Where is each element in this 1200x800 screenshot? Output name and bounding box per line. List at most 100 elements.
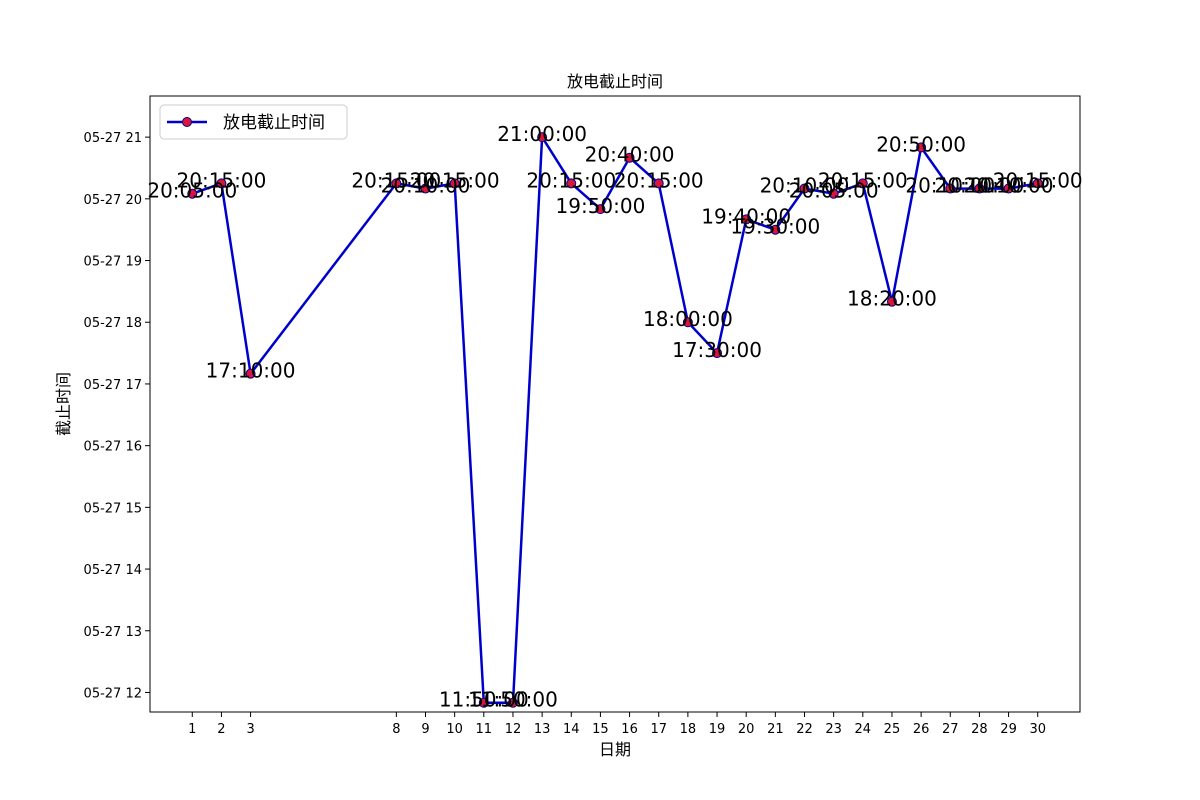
x-tick-label: 19 bbox=[709, 722, 726, 737]
data-labels: 20:05:0020:15:0017:10:0020:15:0020:10:00… bbox=[147, 122, 1082, 712]
y-tick-label: 05-27 14 bbox=[84, 563, 142, 578]
data-label: 11:50:00 bbox=[468, 688, 558, 712]
x-tick-label: 23 bbox=[825, 722, 842, 737]
data-point bbox=[216, 178, 227, 189]
data-point bbox=[449, 178, 460, 189]
data-label: 20:15:00 bbox=[351, 168, 441, 192]
data-point bbox=[391, 178, 402, 189]
x-tick-label: 25 bbox=[884, 722, 901, 737]
x-tick-label: 21 bbox=[767, 722, 784, 737]
y-tick-label: 05-27 12 bbox=[84, 686, 142, 701]
data-point bbox=[712, 348, 723, 359]
data-label: 11:50:00 bbox=[439, 688, 529, 712]
data-label: 20:15:00 bbox=[526, 168, 616, 192]
data-point bbox=[595, 204, 606, 215]
legend-marker-sample bbox=[182, 117, 192, 127]
data-label: 21:00:00 bbox=[497, 122, 587, 146]
x-tick-label: 24 bbox=[855, 722, 872, 737]
x-tick-label: 30 bbox=[1029, 722, 1046, 737]
data-label: 18:20:00 bbox=[847, 287, 937, 311]
x-tick-label: 13 bbox=[534, 722, 551, 737]
x-axis: 1 2 3 8 9 10 11 12 13 14 15 16 17 18 19 20 21 22 23 24 25 26 2… bbox=[188, 712, 1046, 737]
data-label: 19:50:00 bbox=[556, 194, 646, 218]
data-point bbox=[566, 178, 577, 189]
y-tick-label: 05-27 20 bbox=[84, 193, 142, 208]
data-point bbox=[799, 183, 810, 194]
data-point bbox=[916, 142, 927, 153]
data-point bbox=[1003, 183, 1014, 194]
y-tick-label: 05-27 15 bbox=[84, 501, 142, 516]
data-label: 19:40:00 bbox=[701, 204, 791, 228]
x-tick-label: 12 bbox=[505, 722, 522, 737]
x-tick-label: 17 bbox=[650, 722, 667, 737]
x-tick-label: 15 bbox=[592, 722, 609, 737]
x-tick-label: 16 bbox=[621, 722, 638, 737]
x-tick-label: 29 bbox=[1000, 722, 1017, 737]
data-point bbox=[1032, 178, 1043, 189]
data-point bbox=[857, 178, 868, 189]
legend-label: 放电截止时间 bbox=[223, 113, 325, 133]
plot-area bbox=[149, 95, 1081, 713]
data-point bbox=[770, 224, 781, 235]
data-label: 20:50:00 bbox=[876, 132, 966, 156]
x-tick-label: 18 bbox=[680, 722, 697, 737]
x-tick-label: 1 bbox=[188, 722, 196, 737]
data-point bbox=[478, 697, 489, 708]
data-point bbox=[886, 296, 897, 307]
y-tick-label: 05-27 21 bbox=[84, 131, 142, 146]
data-label: 17:10:00 bbox=[206, 359, 296, 383]
x-tick-label: 8 bbox=[392, 722, 400, 737]
x-tick-label: 14 bbox=[563, 722, 580, 737]
data-label: 20:15:00 bbox=[410, 168, 500, 192]
series-markers bbox=[187, 132, 1043, 708]
x-tick-label: 22 bbox=[796, 722, 813, 737]
x-tick-label: 2 bbox=[217, 722, 225, 737]
chart-title: 放电截止时间 bbox=[567, 72, 663, 91]
data-point bbox=[682, 317, 693, 328]
data-label: 20:10:00 bbox=[381, 174, 471, 198]
data-label: 20:40:00 bbox=[585, 143, 675, 167]
x-tick-label: 10 bbox=[446, 722, 463, 737]
y-axis: 05-27 12 05-27 13 05-27 14 05-27 15 05-27 16… bbox=[84, 131, 150, 701]
x-tick-label: 20 bbox=[738, 722, 755, 737]
data-point bbox=[187, 188, 198, 199]
x-axis-title: 日期 bbox=[599, 740, 631, 759]
data-point bbox=[945, 183, 956, 194]
data-point bbox=[741, 214, 752, 225]
x-tick-label: 26 bbox=[913, 722, 930, 737]
data-label: 20:10:00 bbox=[964, 174, 1054, 198]
data-point bbox=[653, 178, 664, 189]
data-label: 20:10:00 bbox=[935, 174, 1025, 198]
data-point bbox=[420, 183, 431, 194]
y-tick-label: 05-27 16 bbox=[84, 440, 142, 455]
data-label: 19:30:00 bbox=[730, 215, 820, 239]
data-label: 17:30:00 bbox=[672, 338, 762, 362]
y-tick-label: 05-27 19 bbox=[84, 255, 142, 270]
data-label: 20:05:00 bbox=[789, 179, 879, 203]
legend: 放电截止时间 bbox=[159, 104, 348, 140]
x-tick-label: 28 bbox=[971, 722, 988, 737]
data-label: 20:10:00 bbox=[905, 174, 995, 198]
data-point bbox=[537, 132, 548, 143]
data-label: 20:15:00 bbox=[614, 168, 704, 192]
legend-box bbox=[159, 104, 348, 140]
x-tick-label: 27 bbox=[942, 722, 959, 737]
y-tick-label: 05-27 18 bbox=[84, 316, 142, 331]
data-label: 18:00:00 bbox=[643, 307, 733, 331]
y-tick-label: 05-27 13 bbox=[84, 625, 142, 640]
y-axis-title: 截止时间 bbox=[54, 372, 73, 436]
data-label: 20:15:00 bbox=[993, 168, 1083, 192]
data-label: 20:10:00 bbox=[760, 174, 850, 198]
x-tick-label: 3 bbox=[246, 722, 254, 737]
data-point bbox=[624, 152, 635, 163]
x-tick-label: 11 bbox=[476, 722, 493, 737]
data-point bbox=[974, 183, 985, 194]
y-tick-label: 05-27 17 bbox=[84, 378, 142, 393]
axes-frame bbox=[149, 95, 1081, 713]
data-label: 20:05:00 bbox=[147, 179, 237, 203]
data-point bbox=[245, 368, 256, 379]
x-tick-label: 9 bbox=[421, 722, 429, 737]
data-label: 20:15:00 bbox=[177, 168, 267, 192]
data-point bbox=[828, 188, 839, 199]
